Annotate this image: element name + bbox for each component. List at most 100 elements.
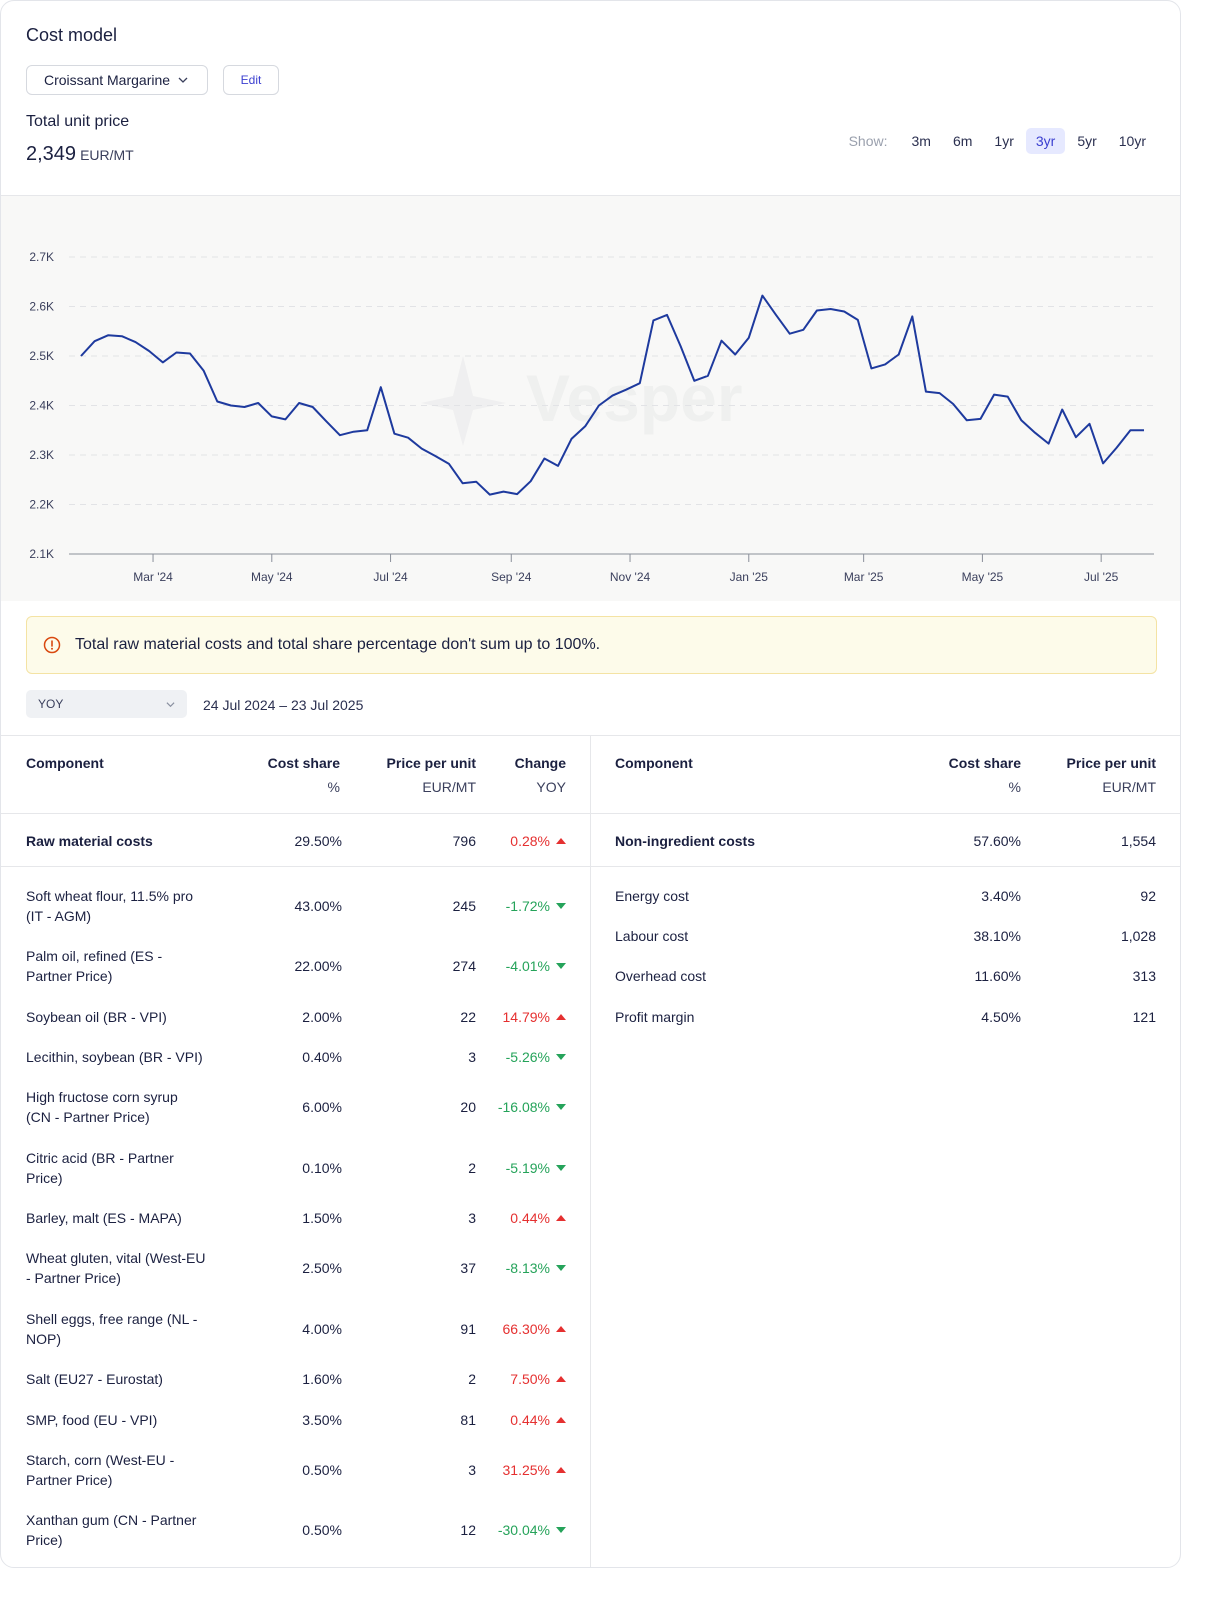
component-name-line1: Salt (EU27 - Eurostat) <box>26 1371 163 1387</box>
change-yoy: -4.01% <box>506 956 566 976</box>
change-yoy: 0.44% <box>510 1410 566 1430</box>
arrow-down-icon <box>556 1527 566 1533</box>
cost-share: 2.00% <box>302 1009 342 1025</box>
component-name-line1: Lecithin, soybean (BR - VPI) <box>26 1049 203 1065</box>
range-option-3yr[interactable]: 3yr <box>1025 128 1066 154</box>
component-name: Labour cost <box>615 928 689 944</box>
component-name-line2: NOP) <box>26 1331 61 1347</box>
change-yoy: -5.26% <box>506 1047 566 1067</box>
component-name-line2: Partner Price) <box>26 1472 113 1488</box>
cost-share: 0.50% <box>302 1522 342 1538</box>
x-tick-label: Jul '25 <box>1084 570 1119 584</box>
component-name: High fructose corn syrup (CN - Partner Pr… <box>26 1087 178 1127</box>
watermark-text: Vesper <box>526 361 743 435</box>
price-per-unit: 3 <box>468 1462 476 1478</box>
right-header-cost-share: Cost share <box>948 755 1021 771</box>
x-tick-label: Jan '25 <box>730 570 769 584</box>
y-tick-label: 2.5K <box>29 349 54 363</box>
component-name: Soybean oil (BR - VPI) <box>26 1007 167 1027</box>
price-per-unit: 20 <box>460 1099 476 1115</box>
component-name-line2: Price) <box>26 1170 63 1186</box>
cost-share: 1.50% <box>302 1210 342 1226</box>
non-ingredient-total-share: 57.60% <box>973 833 1021 849</box>
left-header-component: Component <box>26 755 104 771</box>
range-option-3m[interactable]: 3m <box>911 133 931 149</box>
non-ingredient-total-name: Non-ingredient costs <box>615 833 756 849</box>
change-value: -5.19% <box>505 1160 550 1176</box>
raw-material-total-price: 796 <box>452 833 476 849</box>
component-name-line1: Citric acid (BR - Partner <box>26 1150 174 1166</box>
arrow-up-icon <box>556 1014 566 1020</box>
warning-circle-icon <box>43 636 61 654</box>
raw-material-total-name: Raw material costs <box>26 833 153 849</box>
component-name: Citric acid (BR - Partner Price) <box>26 1148 174 1188</box>
period-select[interactable]: YOY <box>26 690 187 718</box>
price-per-unit: 2 <box>468 1160 476 1176</box>
arrow-down-icon <box>556 1265 566 1271</box>
component-name: Salt (EU27 - Eurostat) <box>26 1369 163 1389</box>
price-series-line <box>80 294 1144 496</box>
cost-model-card: Cost model Croissant Margarine Edit Tota… <box>0 0 1181 1568</box>
component-name-line1: High fructose corn syrup <box>26 1089 178 1105</box>
component-name-line2: Partner Price) <box>26 968 113 984</box>
edit-button[interactable]: Edit <box>223 65 279 95</box>
chevron-down-icon <box>166 702 175 708</box>
right-header-price: Price per unit <box>1066 755 1156 771</box>
change-yoy: -16.08% <box>498 1097 566 1117</box>
component-name: Palm oil, refined (ES - Partner Price) <box>26 946 162 986</box>
warning-text: Total raw material costs and total share… <box>75 636 601 653</box>
change-yoy: -5.19% <box>506 1158 566 1178</box>
component-name-line1: Xanthan gum (CN - Partner <box>26 1512 197 1528</box>
cost-share: 2.50% <box>302 1260 342 1276</box>
price-chart: Vesper 2.1K 2.2K 2.3K 2.4K 2.5K 2.6K 2.7K Mar '2… <box>1 195 1180 601</box>
price-per-unit: 3 <box>468 1210 476 1226</box>
total-unit-price-label: Total unit price <box>26 113 130 130</box>
cost-share: 11.60% <box>974 968 1021 984</box>
change-value: 66.30% <box>502 1321 550 1337</box>
component-name-line1: Barley, malt (ES - MAPA) <box>26 1210 182 1226</box>
range-option-1yr[interactable]: 1yr <box>994 133 1014 149</box>
component-name-line1: Starch, corn (West-EU - <box>26 1452 175 1468</box>
component-name: Energy cost <box>615 888 689 904</box>
raw-material-total-change: 0.28% <box>510 831 566 851</box>
component-name: Xanthan gum (CN - Partner Price) <box>26 1510 196 1550</box>
watermark-logo-icon <box>421 356 506 446</box>
period-select-value: YOY <box>38 697 64 711</box>
component-name-line1: Palm oil, refined (ES - <box>26 948 163 964</box>
component-name: Overhead cost <box>615 968 707 984</box>
left-subheader-change: YOY <box>536 779 566 795</box>
arrow-up-icon <box>556 1467 566 1473</box>
x-tick-label: Nov '24 <box>610 570 651 584</box>
change-yoy: -1.72% <box>506 896 566 916</box>
range-option-10yr[interactable]: 10yr <box>1118 133 1146 149</box>
y-tick-label: 2.6K <box>29 300 54 314</box>
left-header-change: Change <box>514 755 566 771</box>
component-name: Barley, malt (ES - MAPA) <box>26 1208 182 1228</box>
range-option-5yr[interactable]: 5yr <box>1077 133 1097 149</box>
total-divider <box>1 866 1180 867</box>
chevron-down-icon <box>178 77 188 83</box>
component-name-line1: Soybean oil (BR - VPI) <box>26 1009 167 1025</box>
range-option-6m[interactable]: 6m <box>952 133 973 149</box>
cost-share: 3.50% <box>302 1412 342 1428</box>
non-ingredient-total-price: 1,554 <box>1120 833 1156 849</box>
component-name-line2: (IT - AGM) <box>26 908 92 924</box>
price-per-unit: 12 <box>460 1522 476 1538</box>
right-subheader-cost-share: % <box>1008 779 1021 795</box>
cost-share: 1.60% <box>302 1371 342 1387</box>
y-tick-label: 2.2K <box>29 498 54 512</box>
component-name-line1: SMP, food (EU - VPI) <box>26 1412 158 1428</box>
cost-share: 0.50% <box>302 1462 342 1478</box>
change-value: -5.26% <box>505 1049 550 1065</box>
cost-share: 38.10% <box>973 928 1021 944</box>
change-value: 0.44% <box>510 1210 550 1226</box>
price-per-unit: 22 <box>460 1009 476 1025</box>
total-unit-price-unit: EUR/MT <box>80 147 134 163</box>
price-per-unit: 245 <box>452 898 476 914</box>
model-select[interactable]: Croissant Margarine <box>26 65 208 95</box>
header-divider <box>1 813 1180 814</box>
change-value: -8.13% <box>505 1260 550 1276</box>
change-yoy: -30.04% <box>498 1520 566 1540</box>
price-per-unit: 92 <box>1140 888 1156 904</box>
cost-share: 6.00% <box>302 1099 342 1115</box>
